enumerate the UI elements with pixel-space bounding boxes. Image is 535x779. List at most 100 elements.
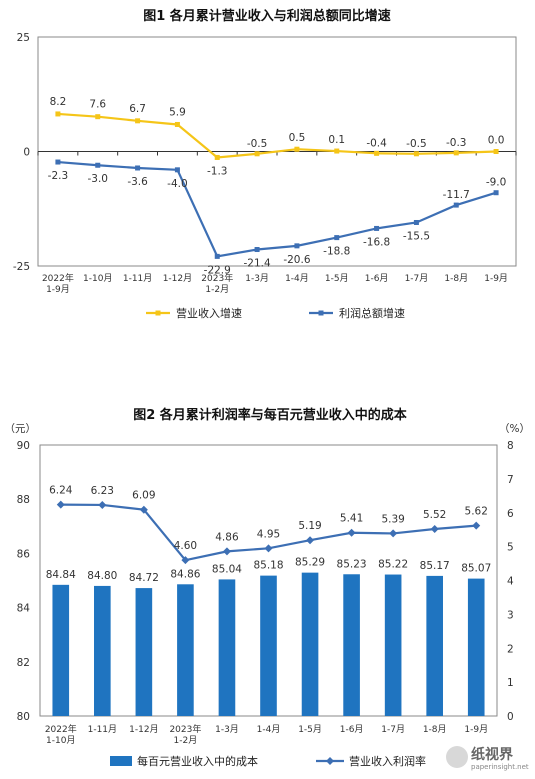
chart1-point [214,154,220,160]
chart1-point [294,243,300,249]
chart1-point [174,167,180,173]
chart1-point [453,202,459,208]
chart1-data-label: -18.8 [323,246,350,258]
chart2-line-label: 6.23 [91,485,114,497]
chart2-left-y-tick: 88 [17,494,30,506]
chart2-bar [135,588,153,716]
chart1-x-tick-label: 1-11月 [123,273,152,284]
chart2-bar [343,574,360,716]
chart2-right-y-tick: 8 [507,440,514,452]
chart1-point [214,253,220,259]
chart1-data-label: -9.0 [486,177,507,189]
chart2-right-y-tick: 0 [507,711,514,723]
chart2-bar [177,584,194,716]
chart2-line-label: 6.24 [49,485,73,497]
chart2-x-tick-label: 1-7月 [381,724,405,735]
chart2-line-point [139,505,148,514]
chart1-legend-label: 营业收入增速 [176,306,242,320]
chart2-bar-label: 84.84 [46,569,76,581]
chart1-data-label: 6.7 [129,103,146,115]
chart2-bar [260,575,277,716]
chart1-x-tick-label: 1-10月 [83,273,112,284]
chart1-x-tick-label: 1-9月 [484,273,508,284]
chart1-legend-marker [155,310,161,316]
chart2-right-y-tick: 1 [507,677,514,689]
chart2-x-tick-label: 1-9月 [464,724,488,735]
chart2-line-point [264,544,273,553]
chart2-bar-label: 84.86 [170,568,200,580]
chart1-x-tick-label: 1-2月 [205,284,229,295]
chart1-data-label: 7.6 [89,99,106,111]
chart2-bar [301,572,319,716]
chart2-bar-label: 85.04 [212,563,242,575]
chart2-left-y-tick: 90 [17,440,30,452]
chart2-line-point [181,556,190,565]
chart2-line-label: 5.52 [423,509,446,521]
chart1-data-label: -0.5 [247,138,268,150]
chart1-data-label: -21.4 [243,258,270,270]
chart1-x-tick-label: 1-7月 [405,273,429,284]
chart2-right-y-tick: 6 [507,508,514,520]
chart2-x-tick-label: 2022年 [45,723,77,735]
chart1-title: 图1 各月累计营业收入与利润总额同比增速 [143,8,391,24]
chart2-line-label: 4.60 [174,540,197,552]
chart1-point [294,146,300,152]
chart1-point [254,247,260,253]
chart1-data-label: -15.5 [403,230,430,242]
watermark: 纸视界 paperinsight.net [446,744,534,776]
chart2-line-point [56,500,65,509]
chart1-point [374,150,380,156]
chart2-line-point [222,547,231,556]
chart1-data-label: 0.1 [328,134,345,146]
chart2-right-y-tick: 4 [507,576,514,588]
chart1-x-tick-label: 1-9月 [46,284,70,295]
chart2-x-tick-label: 1-6月 [340,724,364,735]
chart2-x-tick-label: 1-2月 [174,735,198,746]
chart1-point [95,162,101,168]
chart1-data-label: -16.8 [363,236,390,248]
chart2-legend-line-label: 营业收入利润率 [349,754,426,768]
chart2-line-point [472,521,481,530]
chart1-legend-label: 利润总额增速 [339,306,405,320]
chart2-line-label: 5.39 [381,513,404,525]
chart1-data-label: -22.9 [204,264,231,276]
chart1-y-tick: -25 [13,261,30,273]
chart1-data-label: 8.2 [50,96,67,108]
chart2-line-point [98,500,107,509]
profit-margin-cost-chart: 图2 各月累计利润率与每百元营业收入中的成本 （元） （%）90888684828… [5,407,530,768]
chart1-point [174,121,180,127]
chart2-legend-bar-label: 每百元营业收入中的成本 [137,754,258,768]
chart2-line-point [430,525,439,534]
watermark-url: paperinsight.net [471,763,529,771]
chart1-data-label: -0.4 [366,137,387,149]
watermark-brand: 纸视界 [471,747,513,763]
chart2-right-y-tick: 3 [507,609,514,621]
chart2-left-unit: （元） [5,423,37,435]
chart2-right-y-tick: 2 [507,643,514,655]
chart2-bar [52,584,70,716]
chart2-left-y-tick: 80 [17,711,30,723]
chart2-right-y-tick: 5 [507,542,514,554]
chart1-x-tick-label: 1-12月 [163,273,192,284]
chart1-series-line-revenue [57,112,497,159]
chart2-bar [384,574,402,716]
chart2-legend-bar-swatch [110,756,132,766]
chart2-bar [426,575,443,716]
chart1-point [254,151,260,157]
chart2-x-tick-label: 1-4月 [257,724,281,735]
chart2-bar-label: 85.23 [337,558,367,570]
chart2-line-point [347,528,356,537]
chart2-line-label: 5.62 [465,506,488,518]
chart1-legend-marker [318,310,324,316]
chart2-x-tick-label: 1-11月 [88,724,117,735]
chart2-bar [94,585,111,716]
chart1-data-label: -1.3 [207,165,228,177]
chart1-x-tick-label: 2023年 [201,272,233,284]
chart1-data-label: 0.5 [289,132,306,144]
chart2-bar-label: 85.29 [295,557,325,569]
chart1-data-label: -3.6 [127,176,148,188]
chart1-data-label: -0.5 [406,138,427,150]
chart1-point [135,165,141,171]
chart1-x-tick-label: 1-5月 [325,273,349,284]
chart1-x-tick-label: 1-4月 [285,273,309,284]
